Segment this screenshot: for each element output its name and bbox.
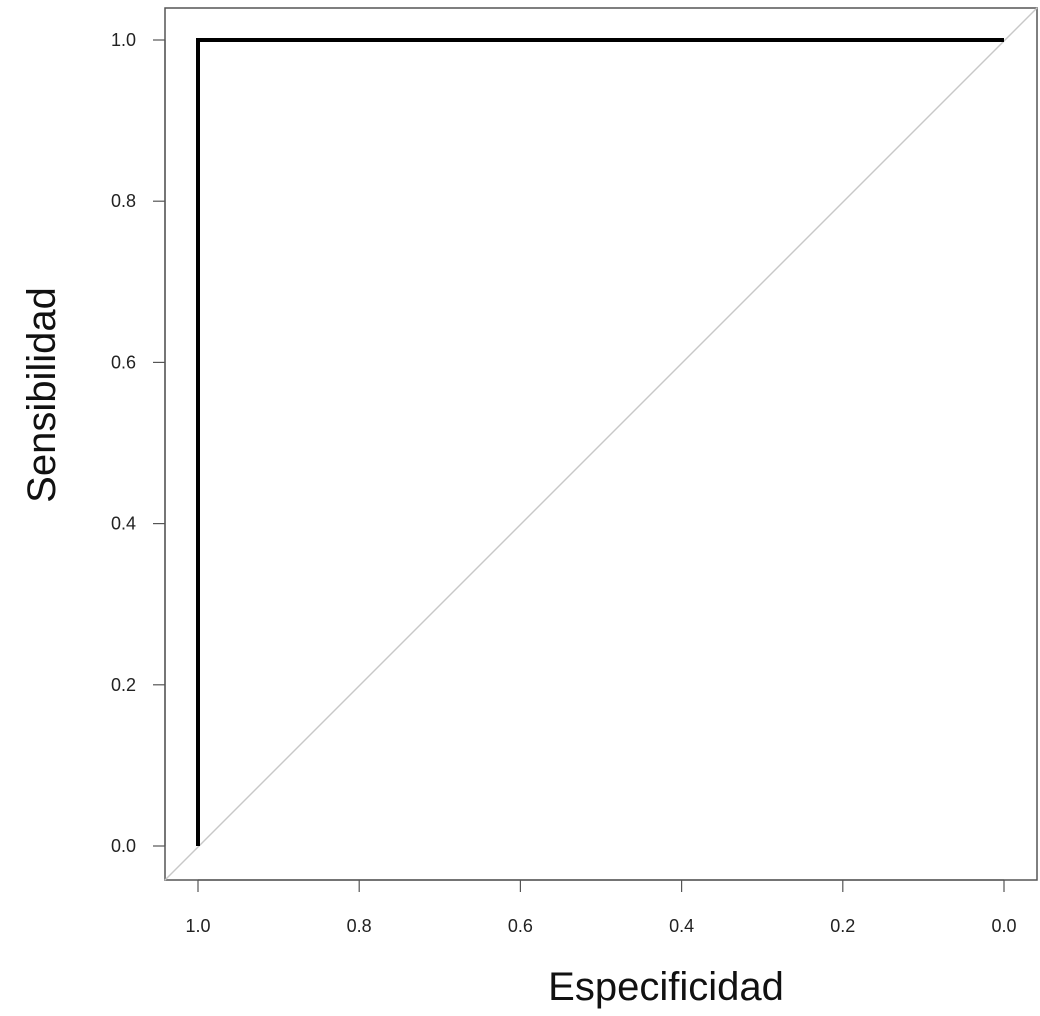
y-tick-label: 0.6 — [111, 352, 136, 372]
y-tick-label: 0.0 — [111, 836, 136, 856]
x-tick-label: 0.6 — [508, 916, 533, 936]
x-tick-label: 0.0 — [991, 916, 1016, 936]
diagonal-reference-line — [164, 7, 1038, 881]
x-tick-label: 0.4 — [669, 916, 694, 936]
x-tick-label: 0.2 — [830, 916, 855, 936]
y-tick-label: 0.4 — [111, 514, 136, 534]
x-tick-label: 1.0 — [185, 916, 210, 936]
y-tick-label: 0.2 — [111, 675, 136, 695]
y-tick-label: 0.8 — [111, 191, 136, 211]
y-axis-title: Sensibilidad — [20, 287, 64, 503]
x-tick-label: 0.8 — [347, 916, 372, 936]
y-tick-label: 1.0 — [111, 30, 136, 50]
roc-curve-line — [196, 38, 1004, 846]
x-axis-title: Especificidad — [548, 965, 784, 1009]
